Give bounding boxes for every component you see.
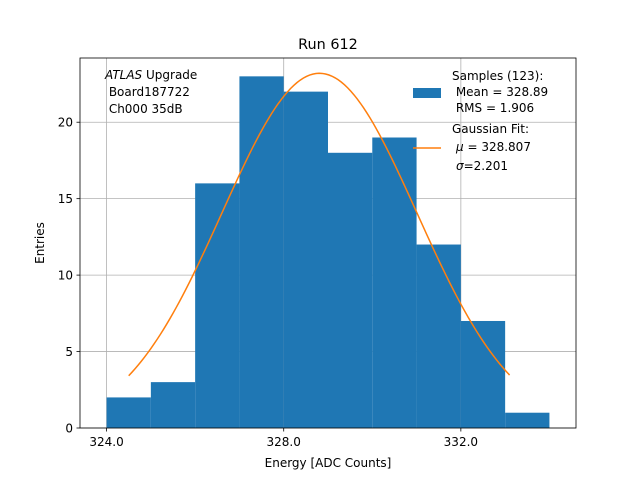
chart-title: Run 612 — [298, 37, 358, 53]
atlas-annotation: ATLAS Upgrade Board187722 Ch000 35dB — [104, 68, 197, 116]
legend-samples-swatch — [413, 88, 441, 98]
histogram-bar-1 — [150, 382, 196, 428]
annotation-upgrade: Upgrade — [142, 68, 197, 82]
x-tick-label-2: 332.0 — [444, 435, 478, 449]
annotation-channel: Ch000 35dB — [105, 102, 183, 116]
legend: Samples (123): Mean = 328.89 RMS = 1.906… — [413, 69, 548, 173]
legend-fit-mu: μ = 328.807 — [455, 140, 531, 154]
annotation-board: Board187722 — [105, 85, 190, 99]
histogram-bar-8 — [460, 320, 506, 428]
y-axis-label: Entries — [33, 222, 47, 264]
histogram-bar-3 — [239, 76, 284, 428]
x-axis-ticks: 324.0 328.0 332.0 — [89, 428, 478, 449]
legend-samples-mean: Mean = 328.89 — [452, 85, 548, 99]
histogram-bar-9 — [505, 412, 550, 428]
histogram-bar-0 — [106, 397, 151, 428]
legend-sigma-value: =2.201 — [464, 159, 508, 173]
gaussian-fit — [128, 72, 511, 377]
x-axis-label: Energy [ADC Counts] — [265, 456, 392, 470]
annotation-atlas: ATLAS — [104, 68, 143, 82]
histogram-bars — [106, 76, 550, 429]
y-tick-label-3: 15 — [58, 192, 73, 206]
legend-samples-rms: RMS = 1.906 — [452, 101, 534, 115]
annotation-line-1: ATLAS Upgrade — [104, 68, 197, 82]
y-tick-label-4: 20 — [58, 116, 73, 130]
y-tick-label-0: 0 — [65, 422, 73, 436]
y-axis-ticks: 0 5 10 15 20 — [58, 116, 80, 436]
histogram-bar-4 — [283, 91, 328, 429]
legend-fit-title: Gaussian Fit: — [452, 122, 529, 136]
legend-mu-symbol: μ — [455, 140, 464, 154]
histogram-bar-2 — [195, 183, 240, 428]
y-tick-label-1: 5 — [65, 345, 73, 359]
y-tick-label-2: 10 — [58, 269, 73, 283]
x-tick-label-1: 328.0 — [267, 435, 301, 449]
histogram-bar-5 — [328, 152, 373, 428]
legend-sigma-symbol: σ — [456, 159, 464, 173]
legend-fit-sigma: σ=2.201 — [456, 159, 508, 173]
histogram-bar-6 — [372, 137, 417, 428]
plot-frame — [79, 57, 577, 429]
legend-samples-title: Samples (123): — [452, 69, 543, 83]
x-tick-label-0: 324.0 — [89, 435, 123, 449]
histogram-bar-7 — [416, 244, 461, 428]
legend-mu-value: = 328.807 — [464, 140, 531, 154]
gaussian-fit-curve — [128, 72, 511, 377]
